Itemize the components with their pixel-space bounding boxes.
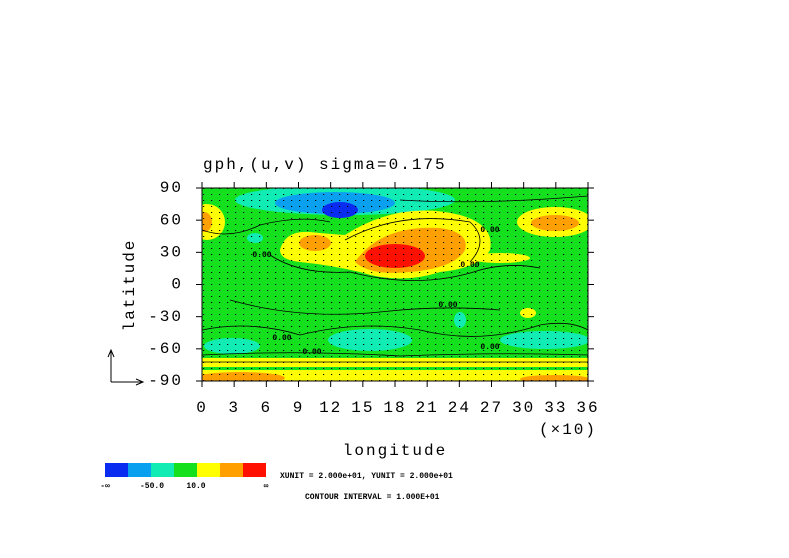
- vector-legend: [107, 348, 145, 386]
- x-tick-label: 27: [480, 399, 503, 417]
- chart-title: gph,(u,v) sigma=0.175: [203, 156, 447, 174]
- unit-note: XUNIT = 2.000e+01, YUNIT = 2.000e+01: [280, 472, 453, 481]
- x-tick-label: 33: [544, 399, 567, 417]
- colorbar-swatch: [105, 463, 128, 477]
- y-tick-label: 30: [160, 244, 183, 262]
- contour-interval: CONTOUR INTERVAL = 1.000E+01: [305, 493, 440, 502]
- colorbar-swatch: [128, 463, 151, 477]
- x-tick-label: 24: [448, 399, 471, 417]
- colorbar-label: ∞: [264, 482, 269, 491]
- contour-label: 0.00: [460, 261, 479, 270]
- contour-label: 0.00: [302, 348, 321, 357]
- colorbar-label: 10.0: [186, 482, 205, 491]
- y-axis-label: latitude: [121, 239, 139, 332]
- contour-label: 0.00: [480, 226, 499, 235]
- contour-field: [202, 188, 588, 381]
- x-tick-label: 6: [261, 399, 273, 417]
- x-tick-label: 0: [196, 399, 208, 417]
- colorbar-label: -50.0: [140, 482, 164, 491]
- x-axis-label: longitude: [343, 442, 447, 460]
- contour-label: 0.00: [252, 251, 271, 260]
- contour-label: 0.00: [438, 301, 457, 310]
- x-tick-label: 30: [512, 399, 535, 417]
- colorbar-swatch: [197, 463, 220, 477]
- colorbar-swatch: [151, 463, 174, 477]
- contour-label: 0.00: [480, 343, 499, 352]
- x-tick-label: 9: [293, 399, 305, 417]
- colorbar-swatch: [220, 463, 243, 477]
- y-tick-label: -60: [148, 340, 183, 358]
- colorbar-swatch: [243, 463, 266, 477]
- x-tick-label: 15: [351, 399, 374, 417]
- colorbar-label: -∞: [100, 482, 110, 491]
- contour-label: 0.00: [272, 334, 291, 343]
- y-tick-label: -90: [148, 372, 183, 390]
- x-tick-label: 3: [228, 399, 240, 417]
- x-tick-label: 21: [416, 399, 439, 417]
- y-tick-label: 60: [160, 211, 183, 229]
- y-tick-label: 0: [171, 276, 183, 294]
- colorbar-swatch: [174, 463, 197, 477]
- x-tick-label: 36: [576, 399, 599, 417]
- x-tick-label: 18: [383, 399, 406, 417]
- x-tick-label: 12: [319, 399, 342, 417]
- x-multiplier: (×10): [539, 421, 597, 439]
- y-tick-label: 90: [160, 179, 183, 197]
- y-tick-label: -30: [148, 308, 183, 326]
